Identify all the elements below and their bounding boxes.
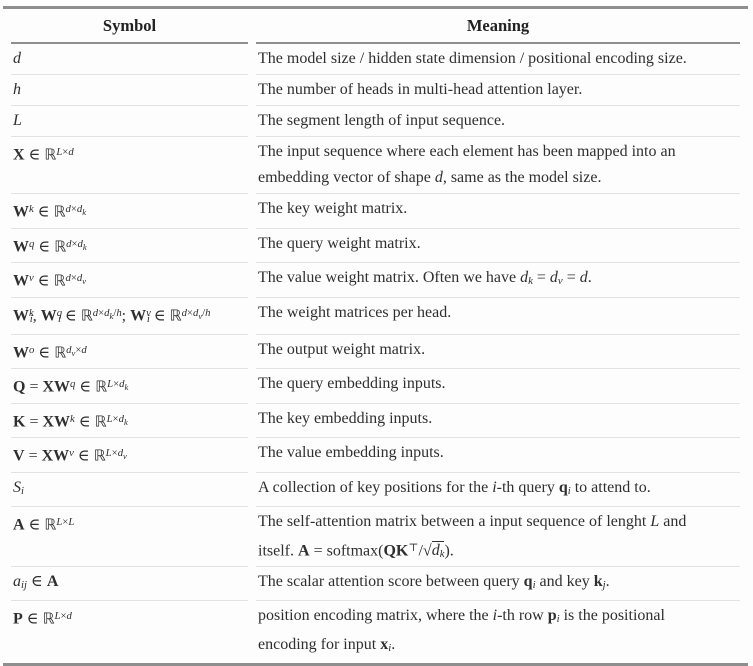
symbol-cell: Q = XWq ∈ ℝL×dk — [11, 369, 248, 404]
table-row: Si A collection of key positions for the … — [11, 473, 740, 507]
table-row: d The model size / hidden state dimension… — [11, 44, 740, 75]
meaning-cell: The key weight matrix. — [256, 194, 740, 229]
symbol-cell: Si — [11, 473, 248, 507]
symbol-cell: Wki, Wqi ∈ ℝd×dk/h; Wvi ∈ ℝd×dv/h — [11, 298, 248, 335]
table-row: V = XWv ∈ ℝL×dv The value embedding input… — [11, 438, 740, 473]
meaning-cell: The number of heads in multi-head attent… — [256, 75, 740, 106]
table-row: Wq ∈ ℝd×dk The query weight matrix. — [11, 229, 740, 263]
table-row: aij ∈ A The scalar attention score betwee… — [11, 567, 740, 602]
meaning-cell: The model size / hidden state dimension … — [256, 44, 740, 75]
table-row: Q = XWq ∈ ℝL×dk The query embedding input… — [11, 369, 740, 404]
table-row: Wv ∈ ℝd×dv The value weight matrix. Often… — [11, 263, 740, 298]
table-row: Wo ∈ ℝdv×d The output weight matrix. — [11, 335, 740, 370]
table-row: h The number of heads in multi-head atten… — [11, 75, 740, 106]
table-row: A ∈ ℝL×L The self-attention matrix betwee… — [11, 507, 740, 568]
table-row: X ∈ ℝL×d The input sequence where each el… — [11, 137, 740, 194]
symbol-cell: aij ∈ A — [11, 567, 248, 602]
meaning-cell: The weight matrices per head. — [256, 298, 740, 335]
meaning-cell: position encoding matrix, where the i-th… — [258, 607, 665, 655]
symbol-cell: Wo ∈ ℝdv×d — [11, 335, 248, 370]
symbol-cell: V = XWv ∈ ℝL×dv — [11, 438, 248, 473]
table-row: K = XWk ∈ ℝL×dk The key embedding inputs. — [11, 404, 740, 439]
sqrt-radical: √dk — [422, 541, 445, 561]
meaning-cell: The key embedding inputs. — [256, 404, 740, 439]
meaning-cell: The value embedding inputs. — [256, 438, 740, 473]
symbol-cell: K = XWk ∈ ℝL×dk — [11, 404, 248, 439]
header-row: Symbol Meaning — [11, 9, 740, 44]
symbol-cell: Wv ∈ ℝd×dv — [11, 263, 248, 298]
table-row: L The segment length of input sequence. — [11, 106, 740, 137]
symbol-cell: d — [11, 44, 248, 75]
meaning-cell: The query weight matrix. — [256, 229, 740, 263]
symbol-cell: A ∈ ℝL×L — [11, 507, 248, 568]
meaning-cell: The segment length of input sequence. — [256, 106, 740, 137]
meaning-cell: The scalar attention score between query… — [256, 567, 740, 602]
meaning-column-header: Meaning — [256, 9, 740, 44]
symbol-cell: P ∈ ℝL×d — [13, 609, 72, 628]
table-header: Symbol Meaning — [11, 9, 740, 44]
symbol-cell: X ∈ ℝL×d — [11, 137, 248, 194]
meaning-cell: The query embedding inputs. — [256, 369, 740, 404]
meaning-cell: The output weight matrix. — [256, 335, 740, 370]
table-row: Wki, Wqi ∈ ℝd×dk/h; Wvi ∈ ℝd×dv/h The wei… — [11, 298, 740, 335]
notation-table: Symbol Meaning d The model size / hidden … — [3, 6, 748, 666]
symbol-cell: Wq ∈ ℝd×dk — [11, 229, 248, 263]
symbol-cell: h — [11, 75, 248, 106]
meaning-cell: The input sequence where each element ha… — [256, 137, 740, 194]
table-body: d The model size / hidden state dimension… — [11, 44, 740, 663]
symbol-cell: Wk ∈ ℝd×dk — [11, 194, 248, 229]
symbol-column-header: Symbol — [11, 9, 248, 44]
meaning-cell: A collection of key positions for the i-… — [256, 473, 740, 507]
meaning-cell: The self-attention matrix between a inpu… — [256, 507, 740, 568]
table-row: Wk ∈ ℝd×dk The key weight matrix. — [11, 194, 740, 229]
meaning-cell: The value weight matrix. Often we have d… — [256, 263, 740, 298]
symbol-cell: L — [11, 106, 248, 137]
table-row: P ∈ ℝL×d position encoding matrix, where … — [11, 601, 740, 663]
